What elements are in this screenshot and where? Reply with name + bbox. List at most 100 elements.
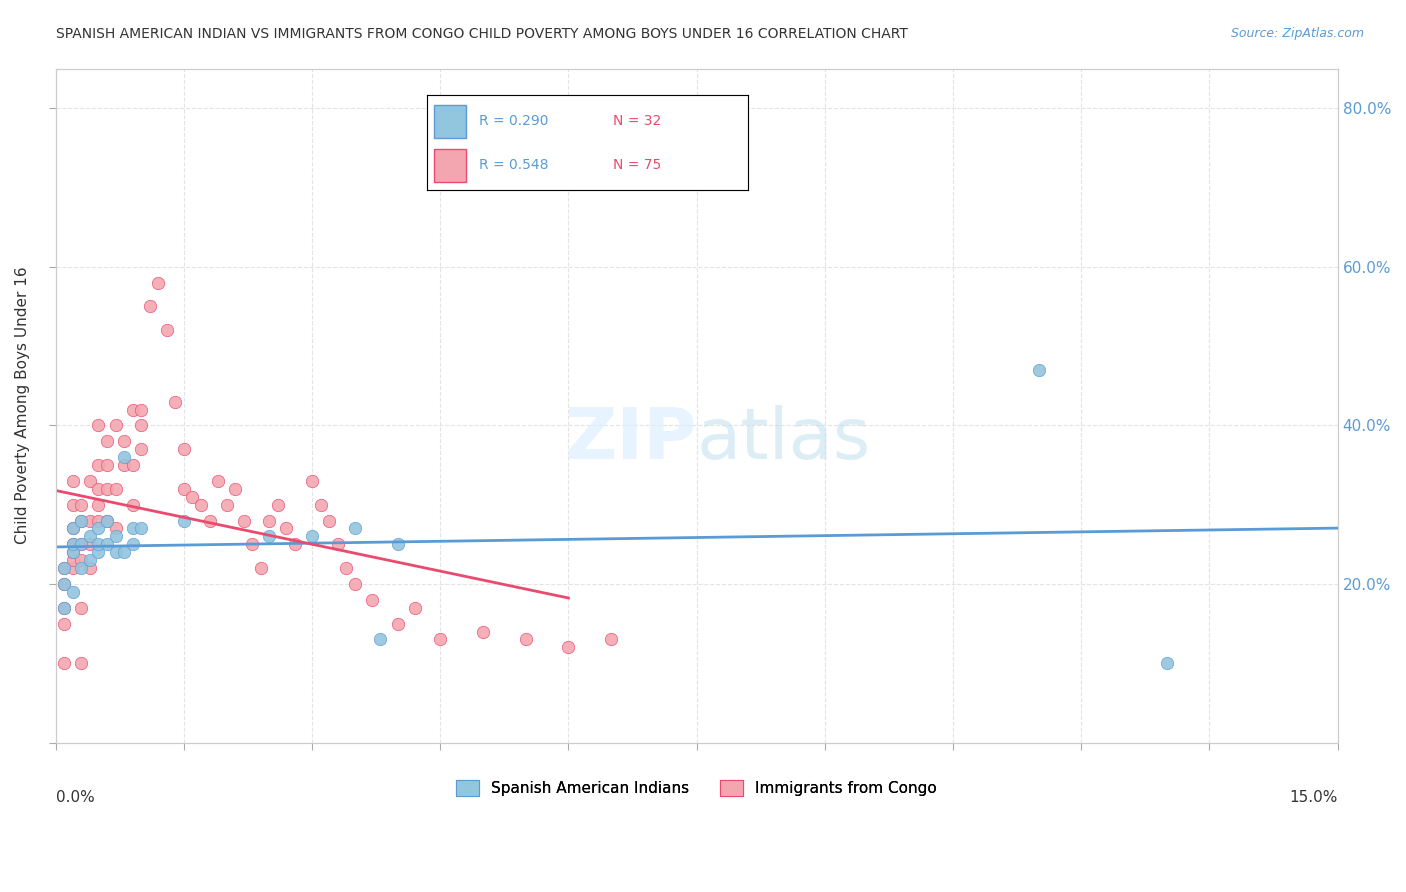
Point xyxy=(472,624,495,639)
Point xyxy=(53,561,76,575)
Point xyxy=(335,561,357,575)
Point xyxy=(404,600,426,615)
Point xyxy=(62,585,84,599)
Point xyxy=(198,514,221,528)
Point xyxy=(104,482,127,496)
Point xyxy=(138,300,160,314)
Point xyxy=(62,545,84,559)
Point xyxy=(129,418,152,433)
Point xyxy=(129,521,152,535)
Point xyxy=(259,529,281,543)
Point xyxy=(112,450,135,464)
Point xyxy=(309,498,332,512)
Point xyxy=(121,458,143,472)
Point xyxy=(53,561,76,575)
Y-axis label: Child Poverty Among Boys Under 16: Child Poverty Among Boys Under 16 xyxy=(15,267,30,544)
Point xyxy=(129,442,152,457)
Point xyxy=(1156,657,1178,671)
Point xyxy=(62,545,84,559)
Point xyxy=(301,529,323,543)
Point xyxy=(70,561,93,575)
Point xyxy=(232,514,254,528)
Point xyxy=(62,521,84,535)
Point xyxy=(181,490,204,504)
Point xyxy=(62,474,84,488)
Point xyxy=(79,553,101,567)
Text: ZIP: ZIP xyxy=(564,405,696,474)
Point xyxy=(387,537,409,551)
Point xyxy=(129,402,152,417)
Point xyxy=(343,521,366,535)
Point xyxy=(62,561,84,575)
Point xyxy=(70,600,93,615)
Point xyxy=(343,577,366,591)
Point xyxy=(173,482,195,496)
Point xyxy=(249,561,271,575)
Point xyxy=(53,577,76,591)
Point xyxy=(87,418,110,433)
Point xyxy=(70,514,93,528)
Point xyxy=(70,553,93,567)
Point xyxy=(96,434,118,449)
Point xyxy=(87,482,110,496)
Point xyxy=(87,521,110,535)
Point xyxy=(70,537,93,551)
Point xyxy=(207,474,229,488)
Point xyxy=(148,276,170,290)
Point xyxy=(276,521,298,535)
Point xyxy=(79,474,101,488)
Point xyxy=(387,616,409,631)
Point xyxy=(79,561,101,575)
Text: Source: ZipAtlas.com: Source: ZipAtlas.com xyxy=(1230,27,1364,40)
Point xyxy=(173,514,195,528)
Point xyxy=(112,434,135,449)
Point xyxy=(53,600,76,615)
Point xyxy=(121,521,143,535)
Point xyxy=(96,537,118,551)
Point xyxy=(70,498,93,512)
Point xyxy=(240,537,263,551)
Point xyxy=(301,474,323,488)
Point xyxy=(156,323,179,337)
Point xyxy=(96,514,118,528)
Point xyxy=(79,529,101,543)
Point xyxy=(429,632,451,647)
Point xyxy=(87,458,110,472)
Point xyxy=(121,498,143,512)
Point xyxy=(284,537,307,551)
Text: SPANISH AMERICAN INDIAN VS IMMIGRANTS FROM CONGO CHILD POVERTY AMONG BOYS UNDER : SPANISH AMERICAN INDIAN VS IMMIGRANTS FR… xyxy=(56,27,908,41)
Point xyxy=(112,458,135,472)
Point xyxy=(87,545,110,559)
Point xyxy=(190,498,212,512)
Point xyxy=(96,514,118,528)
Point xyxy=(361,592,384,607)
Point xyxy=(1028,363,1050,377)
Point xyxy=(96,458,118,472)
Legend: Spanish American Indians, Immigrants from Congo: Spanish American Indians, Immigrants fro… xyxy=(450,774,943,802)
Point xyxy=(173,442,195,457)
Point xyxy=(112,545,135,559)
Point xyxy=(318,514,340,528)
Point xyxy=(224,482,246,496)
Point xyxy=(259,514,281,528)
Point xyxy=(215,498,238,512)
Point xyxy=(104,521,127,535)
Text: 15.0%: 15.0% xyxy=(1289,789,1337,805)
Point xyxy=(104,529,127,543)
Point xyxy=(326,537,349,551)
Point xyxy=(70,514,93,528)
Point xyxy=(62,521,84,535)
Point xyxy=(87,498,110,512)
Point xyxy=(165,394,187,409)
Point xyxy=(121,402,143,417)
Point xyxy=(104,545,127,559)
Point xyxy=(87,514,110,528)
Point xyxy=(53,600,76,615)
Text: 0.0%: 0.0% xyxy=(56,789,94,805)
Point xyxy=(600,632,623,647)
Point xyxy=(53,616,76,631)
Point xyxy=(121,537,143,551)
Point xyxy=(79,537,101,551)
Point xyxy=(62,498,84,512)
Point xyxy=(96,482,118,496)
